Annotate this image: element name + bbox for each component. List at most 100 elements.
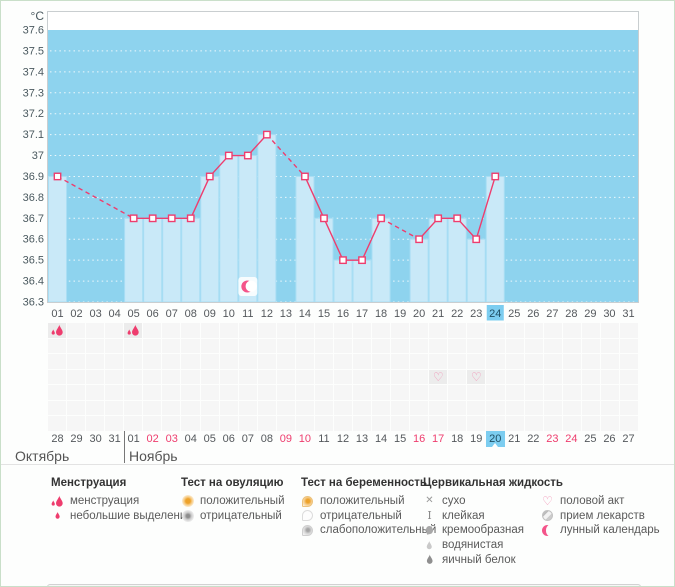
grid-cell[interactable] <box>200 416 219 431</box>
calendar-date-today[interactable]: 20 <box>485 431 505 447</box>
calendar-date[interactable]: 23 <box>546 433 559 445</box>
grid-cell[interactable] <box>391 354 410 369</box>
calendar-date[interactable]: 22 <box>527 433 540 445</box>
calendar-date[interactable]: 26 <box>603 433 616 445</box>
grid-cell[interactable] <box>295 369 314 385</box>
grid-cell[interactable] <box>486 416 505 431</box>
grid-cell[interactable] <box>276 354 295 369</box>
grid-cell[interactable] <box>238 323 257 338</box>
grid-cell[interactable] <box>562 369 581 385</box>
grid-cell[interactable] <box>105 354 124 369</box>
grid-cell[interactable] <box>448 369 467 385</box>
grid-cell[interactable] <box>467 323 486 338</box>
grid-cell[interactable] <box>238 416 257 431</box>
grid-cell[interactable] <box>581 400 600 416</box>
calendar-date[interactable]: 11 <box>318 433 330 445</box>
temp-marker[interactable] <box>53 172 62 181</box>
grid-cell[interactable] <box>295 416 314 431</box>
grid-cell[interactable] <box>276 416 295 431</box>
grid-cell[interactable] <box>200 354 219 369</box>
grid-cell[interactable] <box>524 338 543 354</box>
grid-cell[interactable] <box>333 385 353 400</box>
grid-cell[interactable] <box>67 338 86 354</box>
calendar-date[interactable]: 16 <box>413 433 426 445</box>
grid-cell[interactable] <box>467 338 486 354</box>
cycle-day-label[interactable]: 30 <box>603 308 615 320</box>
cycle-day-label[interactable]: 09 <box>204 308 216 320</box>
grid-cell[interactable] <box>372 323 391 338</box>
grid-cell[interactable] <box>333 338 353 354</box>
grid-cell[interactable] <box>124 369 143 385</box>
grid-cell[interactable] <box>105 338 124 354</box>
temp-marker[interactable] <box>167 214 176 223</box>
grid-cell[interactable] <box>238 369 257 385</box>
grid-cell[interactable] <box>124 400 143 416</box>
grid-cell[interactable] <box>372 416 391 431</box>
temp-marker[interactable] <box>148 214 157 223</box>
grid-cell[interactable] <box>257 338 276 354</box>
cycle-day-label[interactable]: 20 <box>413 308 425 320</box>
grid-cell[interactable] <box>333 354 353 369</box>
grid-cell[interactable] <box>67 369 86 385</box>
cycle-day-label[interactable]: 14 <box>299 308 311 320</box>
temp-marker[interactable] <box>320 214 328 223</box>
grid-cell[interactable] <box>410 369 429 385</box>
grid-cell[interactable] <box>48 385 67 400</box>
temp-marker[interactable] <box>262 130 271 139</box>
grid-cell[interactable] <box>314 323 333 338</box>
cycle-day-label[interactable]: 21 <box>432 308 444 320</box>
calendar-date[interactable]: 31 <box>108 433 121 445</box>
grid-cell[interactable] <box>295 323 314 338</box>
grid-cell[interactable] <box>200 400 219 416</box>
cycle-day-label[interactable]: 27 <box>546 308 558 320</box>
temp-marker[interactable] <box>434 214 443 223</box>
grid-cell[interactable] <box>467 385 486 400</box>
grid-cell[interactable] <box>372 338 391 354</box>
grid-cell[interactable] <box>372 369 391 385</box>
grid-cell[interactable] <box>467 354 486 369</box>
calendar-date[interactable]: 25 <box>584 433 597 445</box>
grid-cell[interactable] <box>372 385 391 400</box>
grid-cell[interactable] <box>105 323 124 338</box>
grid-cell[interactable] <box>333 369 353 385</box>
grid-cell[interactable] <box>429 385 448 400</box>
grid-cell[interactable] <box>314 400 333 416</box>
grid-cell[interactable] <box>486 354 505 369</box>
grid-cell[interactable] <box>86 369 105 385</box>
grid-cell[interactable] <box>295 400 314 416</box>
grid-cell[interactable] <box>429 354 448 369</box>
grid-cell[interactable] <box>86 338 105 354</box>
grid-cell[interactable] <box>410 354 429 369</box>
grid-cell[interactable] <box>619 385 638 400</box>
grid-cell[interactable] <box>257 400 276 416</box>
grid-cell[interactable] <box>124 323 143 338</box>
grid-cell[interactable] <box>181 323 200 338</box>
grid-cell[interactable] <box>391 400 410 416</box>
grid-cell[interactable] <box>276 323 295 338</box>
grid-cell[interactable] <box>181 416 200 431</box>
grid-cell[interactable] <box>124 385 143 400</box>
grid-cell[interactable] <box>581 385 600 400</box>
cycle-day-label[interactable]: 06 <box>147 308 159 320</box>
grid-cell[interactable] <box>219 385 238 400</box>
grid-cell[interactable] <box>600 338 619 354</box>
cycle-day-label[interactable]: 17 <box>356 308 368 320</box>
grid-cell[interactable] <box>505 416 524 431</box>
grid-cell[interactable] <box>467 400 486 416</box>
grid-cell[interactable] <box>238 338 257 354</box>
grid-cell[interactable] <box>600 400 619 416</box>
cycle-day-label[interactable]: 23 <box>470 308 482 320</box>
grid-cell[interactable] <box>86 400 105 416</box>
temp-marker[interactable] <box>491 172 500 181</box>
grid-cell[interactable] <box>353 323 372 338</box>
grid-cell[interactable] <box>257 369 276 385</box>
grid-cell[interactable] <box>562 323 581 338</box>
grid-cell[interactable] <box>143 338 162 354</box>
temp-marker[interactable] <box>205 172 214 181</box>
temp-marker[interactable] <box>377 214 385 223</box>
calendar-date[interactable]: 03 <box>165 433 178 445</box>
grid-cell[interactable] <box>448 400 467 416</box>
grid-cell[interactable] <box>86 385 105 400</box>
grid-cell[interactable] <box>48 416 67 431</box>
grid-cell[interactable] <box>105 385 124 400</box>
